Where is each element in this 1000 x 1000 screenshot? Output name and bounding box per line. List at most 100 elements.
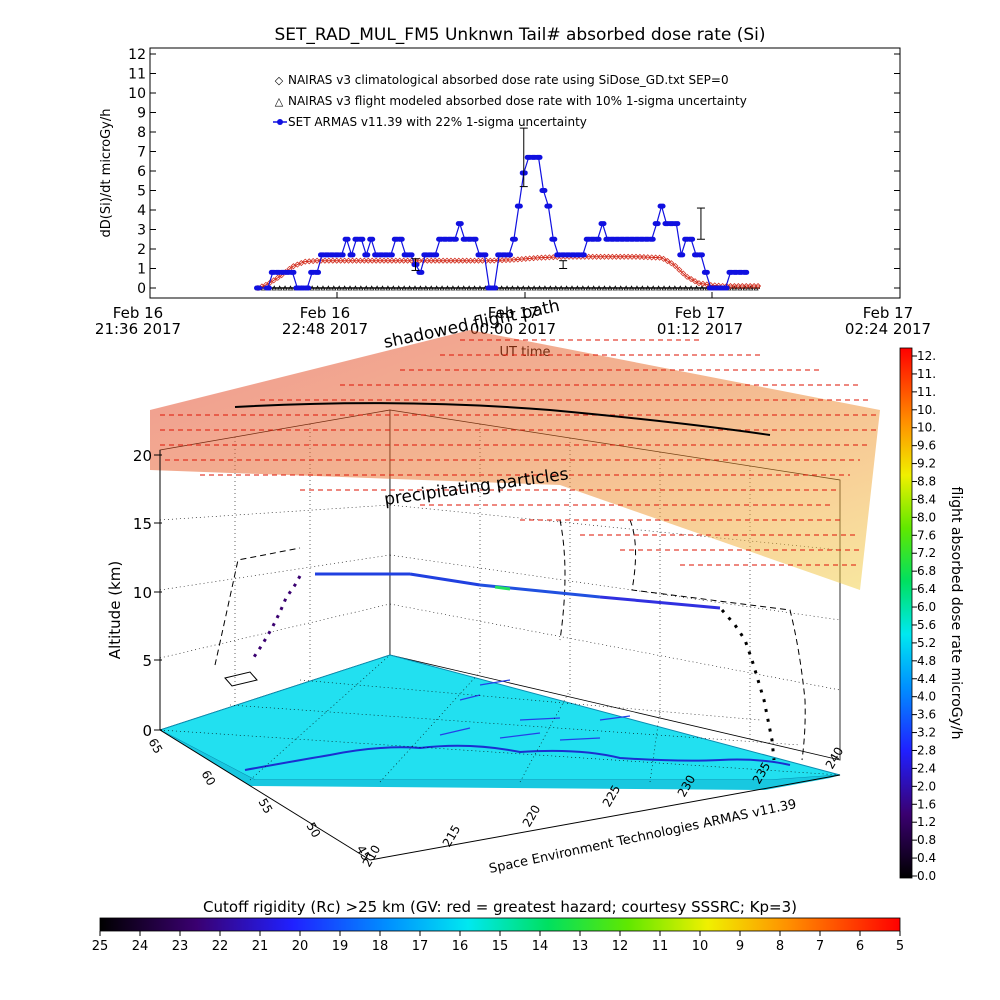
rigidity-colorbar-ticks: 25 24 23 22 21 20 19 18 17 16 15 14 13 12 11 10 9 8 7 6 5: [92, 931, 904, 954]
flight-modeled-point: [553, 285, 559, 291]
climatological-point: [609, 253, 616, 260]
x-tick-label-date: Feb 16: [300, 304, 350, 322]
climatological-point: [439, 257, 447, 264]
latitude-tick-label: 60: [199, 768, 219, 788]
flight-modeled-point: [504, 285, 510, 291]
climatological-point: [384, 257, 391, 264]
flight-modeled-point: [672, 285, 678, 291]
floor-grid: [159, 654, 841, 783]
armas-point: [431, 252, 440, 258]
climatological-point: [467, 257, 474, 264]
armas-point: [657, 203, 666, 209]
flight-modeled-point: [358, 285, 364, 291]
rigidity-colorbar-tick-label: 6: [856, 939, 864, 954]
climatological-point: [589, 253, 596, 260]
flight-modeled-point: [650, 285, 656, 291]
flight-modeled-point: [277, 285, 283, 291]
climatological-point: [656, 254, 663, 261]
origin-marker: [224, 671, 258, 687]
climatological-point: [270, 277, 277, 284]
climatological-point: [376, 257, 384, 264]
climatological-point: [632, 253, 640, 260]
climatological-point: [601, 253, 608, 260]
flight-modeled-point: [515, 285, 521, 291]
rigidity-colorbar-tick-label: 12: [612, 939, 629, 954]
flight-modeled-point: [325, 285, 331, 291]
flight-modeled-point: [509, 285, 516, 291]
x-tick-label-time: 22:48 2017: [282, 320, 368, 338]
climatological-point: [416, 257, 423, 264]
latitude-axis-line: [159, 729, 371, 861]
climatological-point: [691, 278, 699, 285]
flight-modeled-point: [369, 285, 375, 291]
dose-colorbar-tick-label: 2.4: [917, 761, 936, 775]
flight-modeled-point: [612, 285, 618, 291]
climatological-point: [652, 254, 659, 261]
climatological-point: [475, 257, 482, 264]
armas-point: [480, 252, 489, 258]
rigidity-colorbar-label: Cutoff rigidity (Rc) >25 km (GV: red = g…: [203, 898, 797, 916]
climatological-point: [644, 254, 651, 261]
climatological-point: [317, 257, 325, 264]
armas-point: [406, 252, 415, 258]
climatological-point: [660, 255, 667, 262]
climatological-point: [672, 262, 679, 270]
flight-modeled-point: [607, 285, 613, 291]
y-axis-label: dD(Si)/dt microGy/h: [99, 109, 114, 238]
flight-modeled-point: [390, 285, 396, 291]
climatological-point: [731, 282, 738, 290]
armas-point: [687, 236, 696, 242]
x-tick-label-time: 02:24 2017: [845, 320, 931, 338]
climatological-point: [349, 257, 356, 264]
rigidity-colorbar-tick-label: 24: [132, 939, 149, 954]
dose-colorbar-tick-label: 1.2: [917, 815, 936, 829]
flight-modeled-point: [601, 285, 608, 291]
dose-colorbar-tick-label: 9.2: [917, 457, 936, 471]
flight-modeled-point: [379, 285, 386, 291]
climatological-point: [727, 282, 734, 290]
flight-modeled-point: [428, 285, 434, 291]
shadow-path-right: [559, 519, 806, 761]
armas-point: [396, 236, 405, 242]
z-tick-label: 20: [133, 447, 152, 465]
armas-point: [357, 236, 366, 242]
particle-sheet-hatch: [160, 339, 880, 566]
flight-modeled-point: [591, 285, 597, 291]
rigidity-colorbar-tick-label: 5: [896, 939, 904, 954]
climatological-point: [392, 257, 399, 264]
armas-point: [539, 188, 548, 193]
flight-modeled-point: [271, 285, 277, 291]
flight-modeled-point: [564, 285, 570, 291]
legend-entry-1: NAIRAS v3 flight modeled absorbed dose r…: [288, 94, 747, 108]
flight-modeled-point: [499, 285, 505, 291]
dose-colorbar-tick-label: 8.0: [917, 510, 936, 524]
climatological-point: [451, 257, 458, 264]
flight-modeled-point: [396, 285, 402, 291]
flight-modeled-point: [342, 285, 348, 291]
climatological-point: [676, 266, 683, 273]
armas-point: [509, 236, 518, 242]
climatological-point: [699, 280, 706, 287]
y-tick-label: 6: [137, 164, 146, 180]
flight-path: [250, 572, 776, 761]
x-tick-label-time: 01:12 2017: [657, 320, 743, 338]
z-tick-label: 0: [142, 722, 152, 740]
flight-modeled-point: [536, 285, 543, 291]
flight-modeled-point: [558, 285, 564, 291]
y-tick-label: 12: [128, 47, 146, 63]
armas-point: [598, 221, 607, 227]
flight-modeled-point: [580, 285, 586, 291]
flight-modeled-point: [477, 285, 483, 291]
flight-modeled-point: [455, 285, 461, 291]
chart-title: SET_RAD_MUL_FM5 Unknwn Tail# absorbed do…: [274, 25, 765, 45]
armas-point: [701, 269, 710, 275]
flight-modeled-point: [569, 285, 575, 291]
rigidity-colorbar-tick-label: 15: [492, 939, 509, 954]
flight-modeled-point: [461, 285, 467, 291]
climatological-point: [321, 257, 328, 264]
armas-point: [367, 236, 376, 242]
y-tick-label: 0: [137, 281, 146, 297]
dose-colorbar-tick-label: 2.0: [917, 779, 936, 793]
climatological-point: [743, 282, 750, 290]
